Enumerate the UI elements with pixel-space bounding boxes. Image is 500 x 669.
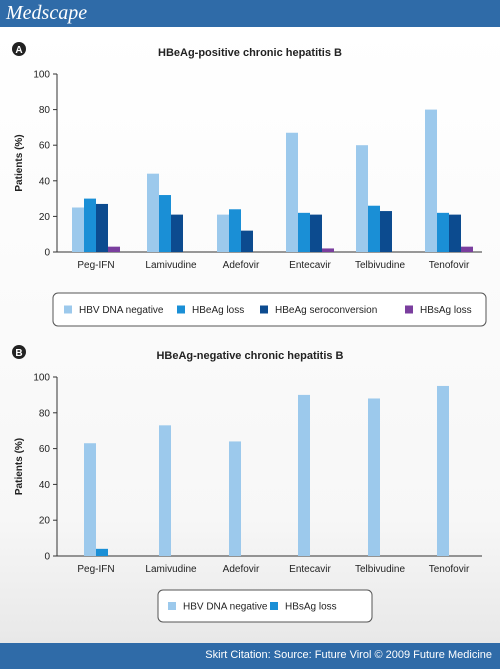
legend-entry: HBV DNA negative (183, 602, 268, 613)
legend-entry: HBeAg seroconversion (275, 305, 377, 316)
medscape-logo[interactable]: Medscape (6, 2, 88, 24)
y-tick-label: 80 (39, 408, 51, 419)
legend-entry: HBsAg loss (420, 305, 472, 316)
y-tick-label: 100 (33, 373, 50, 384)
bar-lamivudine-1 (147, 173, 159, 252)
bar-telbivudine-2 (368, 205, 380, 252)
chart-title: HBeAg-positive chronic hepatitis B (158, 47, 342, 59)
bar-entecavir-1 (286, 132, 298, 252)
figure-area: A HBeAg-positive chronic hepatitis B Patie… (0, 27, 500, 643)
x-tick-label: Tenofovir (429, 564, 470, 575)
bar-entecavir-2 (298, 212, 310, 252)
bar-adefovir-2 (229, 209, 241, 252)
x-tick-label: Lamivudine (145, 260, 197, 271)
legend-swatch (405, 305, 413, 314)
legend-box (157, 589, 373, 623)
legend-swatch (260, 305, 268, 314)
x-tick-label: Adefovir (223, 260, 260, 271)
x-tick-label: Lamivudine (145, 564, 197, 575)
x-tick-label: Entecavir (289, 260, 331, 271)
y-tick-label: 0 (44, 552, 50, 563)
y-tick-label: 60 (39, 141, 51, 152)
bar-adefovir-1 (217, 214, 229, 252)
legend-entry: HBsAg loss (285, 602, 337, 613)
bar-tenofovir-3 (449, 214, 461, 252)
legend-entry: HBV DNA negative (79, 305, 164, 316)
x-tick-label: Adefovir (223, 564, 260, 575)
y-tick-label: 20 (39, 212, 51, 223)
legend-swatch (177, 305, 185, 314)
legend-swatch (270, 602, 278, 610)
panel-label-badge (12, 42, 26, 56)
bar-tenofovir-1 (425, 109, 437, 252)
y-tick-label: 60 (39, 444, 51, 455)
legend-box (52, 292, 487, 327)
bar-tenofovir-4 (461, 246, 473, 252)
citation-text: Skirt Citation: Source: Future Virol © 2… (205, 649, 492, 661)
bar-entecavir-3 (310, 214, 322, 252)
legend-swatch (168, 602, 176, 610)
bar-peg-ifn-2 (96, 548, 108, 556)
bar-tenofovir-1 (437, 385, 449, 556)
panel-label: A (15, 45, 22, 56)
y-axis-label: Patients (%) (14, 438, 25, 495)
chart-figure: A HBeAg-positive chronic hepatitis B Patie… (12, 42, 487, 623)
y-tick-label: 80 (39, 105, 51, 116)
bar-telbivudine-3 (380, 211, 392, 252)
bar-entecavir-1 (298, 394, 310, 556)
bar-telbivudine-1 (368, 398, 380, 556)
bar-tenofovir-2 (437, 212, 449, 252)
bar-lamivudine-1 (159, 425, 171, 556)
bar-peg-ifn-1 (72, 207, 84, 252)
y-tick-label: 0 (44, 248, 50, 259)
legend-swatch (64, 305, 72, 314)
bar-peg-ifn-4 (108, 246, 120, 252)
x-tick-label: Entecavir (289, 564, 331, 575)
y-tick-label: 40 (39, 176, 51, 187)
x-tick-label: Peg-IFN (77, 564, 114, 575)
bar-entecavir-4 (322, 248, 334, 252)
y-tick-label: 20 (39, 516, 51, 527)
panel-label: B (15, 348, 22, 359)
panel-label-badge (12, 345, 26, 359)
bar-peg-ifn-2 (84, 198, 96, 252)
bar-lamivudine-2 (159, 195, 171, 252)
x-tick-label: Telbivudine (355, 260, 405, 271)
chart-panel-a: A HBeAg-positive chronic hepatitis B Patie… (12, 42, 487, 327)
y-tick-label: 40 (39, 480, 51, 491)
chart-title: HBeAg-negative chronic hepatitis B (156, 350, 343, 362)
x-tick-label: Tenofovir (429, 260, 470, 271)
legend-entry: HBeAg loss (192, 305, 244, 316)
bar-peg-ifn-3 (96, 203, 108, 252)
y-tick-label: 100 (33, 70, 50, 81)
bar-peg-ifn-1 (84, 443, 96, 556)
bar-telbivudine-1 (356, 145, 368, 252)
bar-adefovir-3 (241, 230, 253, 252)
bar-adefovir-1 (229, 441, 241, 556)
header-bar: Medscape (0, 0, 500, 27)
bar-lamivudine-3 (171, 214, 183, 252)
x-tick-label: Peg-IFN (77, 260, 114, 271)
chart-panel-b: B HBeAg-negative chronic hepatitis B Patie… (12, 345, 482, 623)
footer-bar: Skirt Citation: Source: Future Virol © 2… (0, 643, 500, 669)
x-tick-label: Telbivudine (355, 564, 405, 575)
y-axis-label: Patients (%) (14, 134, 25, 191)
